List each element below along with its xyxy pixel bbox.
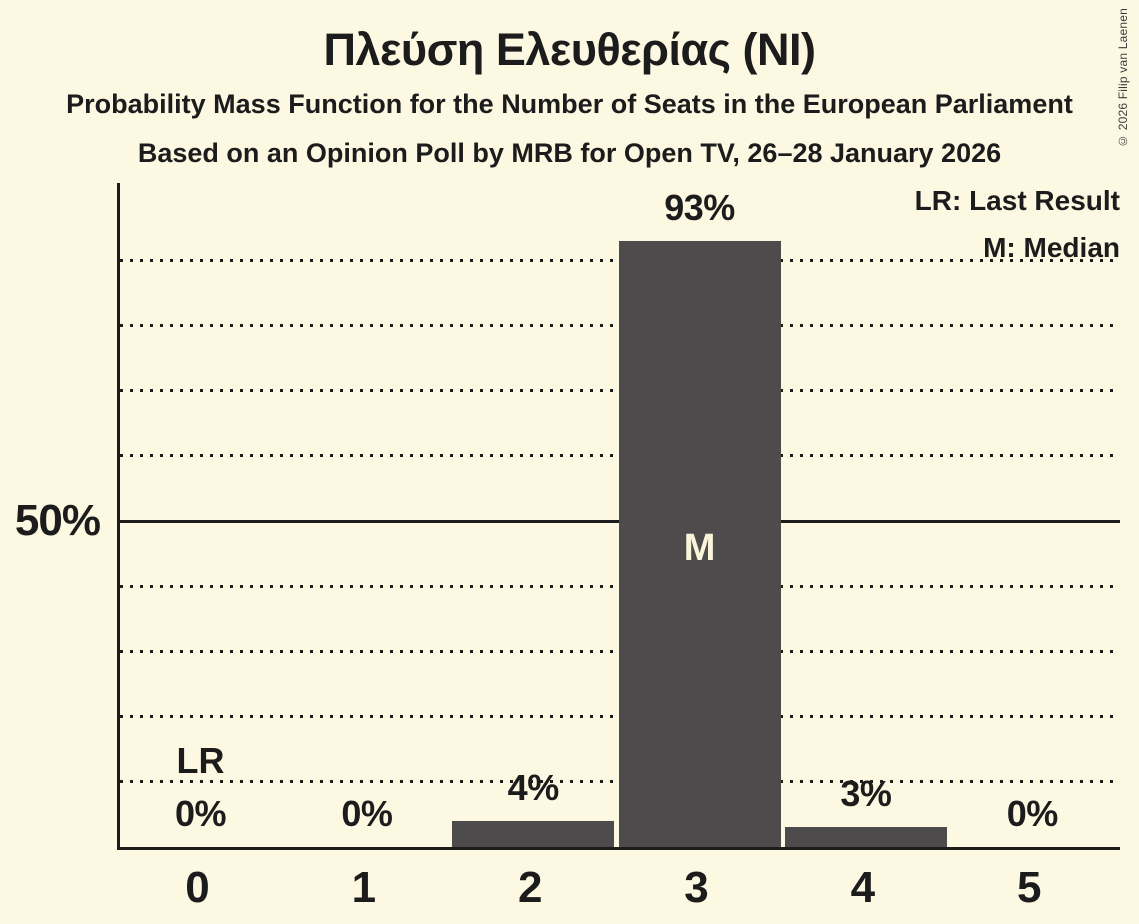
x-axis-label-5: 5 [1017,863,1042,912]
plot-area: 0% 0% 4% 93% 3% 0% LR M [117,183,1120,850]
x-axis-label-2: 2 [517,863,543,912]
chart-subtitle: Probability Mass Function for the Number… [66,89,1073,119]
last-result-marker: LR [176,740,225,781]
x-axis-label-1: 1 [351,863,377,912]
copyright-notice: © 2026 Filip van Laenen [1116,8,1130,149]
legend-last-result: LR: Last Result [914,185,1120,216]
bar-value-label-seat-0: 0% [174,793,227,834]
bar-seat-2 [452,820,615,847]
bar-value-label-seat-1: 0% [341,793,393,834]
bar-seat-3 [618,240,781,847]
bar-value-label-seat-2: 4% [507,766,560,808]
median-marker: M [683,527,716,569]
chart-title: Πλεύση Ελευθερίας (NI) [323,24,817,75]
bar-value-label-seat-3: 93% [664,186,735,228]
bar-seat-4 [784,827,947,847]
y-axis-tick-label: 50% [14,496,101,545]
bar-value-label-seat-4: 3% [840,773,892,815]
x-axis-label-3: 3 [684,863,709,912]
legend-median: M: Median [983,232,1120,263]
x-axis-label-0: 0 [185,863,210,912]
x-axis-label-4: 4 [850,863,876,912]
bar-value-label-seat-5: 0% [1006,793,1059,834]
chart-source-line: Based on an Opinion Poll by MRB for Open… [137,138,1002,168]
